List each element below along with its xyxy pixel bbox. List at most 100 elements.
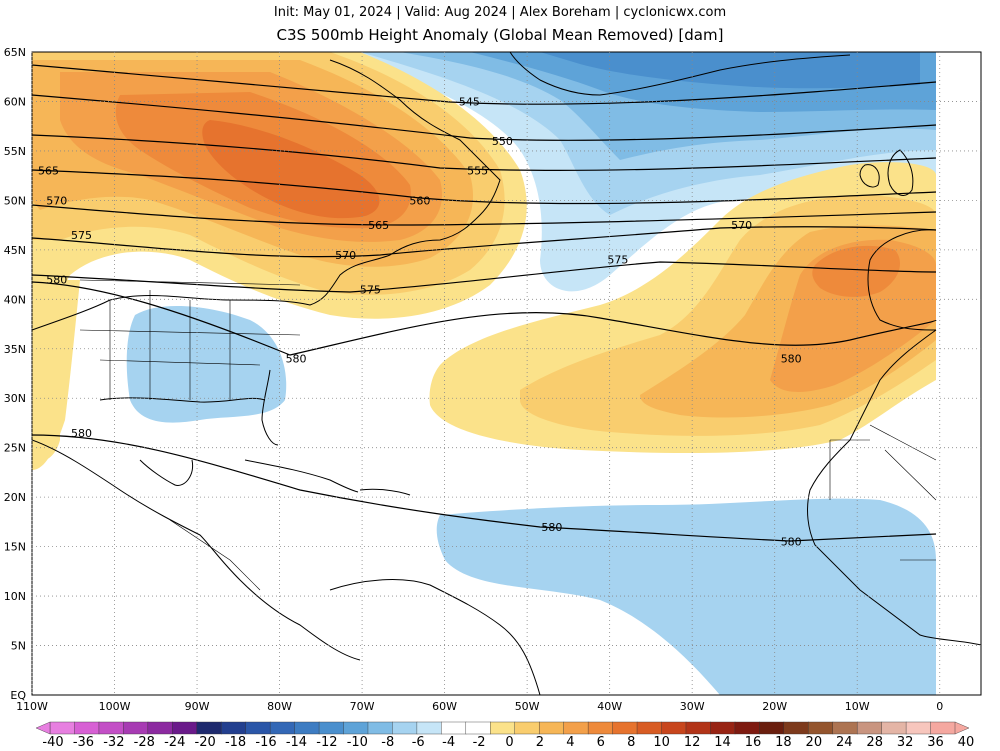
colorbar-label: -18 bbox=[225, 735, 246, 750]
colorbar-label: 6 bbox=[597, 735, 605, 750]
hispaniola bbox=[359, 488, 411, 496]
colorbar-swatch bbox=[759, 721, 785, 735]
colorbar-labels: -40 -36 -32 -28 -24 -20 -18 -16 -14 -12 -10 -8 -6 -4-… bbox=[42, 735, 974, 750]
ireland bbox=[859, 164, 880, 188]
colorbar-swatch bbox=[905, 721, 932, 735]
colorbar-swatch bbox=[98, 721, 124, 735]
contour-label: 545 bbox=[459, 95, 480, 108]
colorbar-swatch bbox=[221, 721, 247, 735]
yucatan bbox=[139, 459, 194, 486]
colorbar-label: -20 bbox=[195, 735, 216, 750]
lon-tick-label: 10W bbox=[845, 700, 870, 713]
north-america-east-coast bbox=[32, 59, 501, 331]
contour-label: 580 bbox=[781, 353, 802, 366]
colorbar-swatch bbox=[490, 721, 516, 735]
lat-tick-label: 20N bbox=[4, 491, 26, 504]
lat-tick-label: 60N bbox=[4, 95, 26, 108]
colorbar-swatch bbox=[808, 721, 834, 735]
africa-west-coast bbox=[807, 329, 981, 646]
colorbar-swatch bbox=[172, 721, 198, 735]
colorbar-label: -24 bbox=[164, 735, 185, 750]
colorbar-swatch bbox=[294, 721, 320, 735]
colorbar-label: 18 bbox=[775, 735, 792, 750]
colorbar-label: 14 bbox=[714, 735, 731, 750]
contour-label: 570 bbox=[335, 249, 356, 262]
colorbar-label: 16 bbox=[745, 735, 762, 750]
colorbar-swatch bbox=[832, 721, 858, 735]
colorbar-label: 20 bbox=[806, 735, 823, 750]
mexico-coast bbox=[32, 439, 361, 661]
colorbar-label: 28 bbox=[866, 735, 883, 750]
lon-tick-label: 20W bbox=[762, 700, 787, 713]
colorbar bbox=[35, 721, 970, 735]
colorbar-swatch bbox=[856, 721, 883, 735]
lon-tick-label: 30W bbox=[680, 700, 705, 713]
lon-tick-label: 50W bbox=[515, 700, 540, 713]
lon-tick-label: 60W bbox=[432, 700, 457, 713]
colorbar-label: 0 bbox=[505, 735, 513, 750]
contour-label: 575 bbox=[607, 254, 628, 267]
colorbar-swatch bbox=[123, 721, 149, 735]
colorbar-swatch bbox=[685, 721, 711, 735]
lat-tick-label: 10N bbox=[4, 590, 26, 603]
lat-tick-label: 45N bbox=[4, 244, 26, 257]
colorbar-swatch bbox=[269, 721, 296, 735]
contour-label: 580 bbox=[71, 427, 92, 440]
lon-tick-label: 100W bbox=[99, 700, 131, 713]
colorbar-label: 2 bbox=[536, 735, 544, 750]
colorbar-label: 10 bbox=[653, 735, 670, 750]
lat-tick-label: 65N bbox=[4, 46, 26, 59]
colorbar-label: -6 bbox=[412, 735, 425, 750]
colorbar-swatch bbox=[465, 721, 491, 735]
contour-580-north bbox=[32, 281, 937, 356]
plot-area bbox=[32, 52, 981, 695]
lat-tick-label: 55N bbox=[4, 145, 26, 158]
contour-label: 575 bbox=[360, 283, 381, 296]
neg-anomaly-greenland-core bbox=[540, 52, 920, 89]
greenland-coast bbox=[509, 52, 851, 96]
anomaly-shading bbox=[32, 52, 936, 695]
colorbar-swatch bbox=[930, 721, 956, 735]
contour-label: 580 bbox=[541, 521, 562, 534]
lat-tick-label: 50N bbox=[4, 194, 26, 207]
longitude-tick-labels: 110W 100W 90W 80W 70W 60W 50W 40W 30W 20W 10W 0 bbox=[16, 700, 943, 713]
colorbar-swatch bbox=[245, 721, 271, 735]
pos-anomaly-iberia-core bbox=[812, 245, 900, 297]
colorbar-swatch bbox=[612, 721, 638, 735]
contour-label: 570 bbox=[46, 194, 67, 207]
colorbar-swatch bbox=[318, 721, 345, 735]
contour-575 bbox=[32, 261, 937, 293]
pos-anomaly-southwest-edge bbox=[32, 280, 80, 470]
lat-tick-label: 35N bbox=[4, 343, 26, 356]
colorbar-swatch bbox=[441, 721, 467, 735]
iberia-coast bbox=[867, 229, 937, 331]
contour-545 bbox=[32, 64, 937, 105]
lat-tick-label: 25N bbox=[4, 442, 26, 455]
contour-580-south bbox=[32, 434, 937, 542]
colorbar-label: -32 bbox=[103, 735, 124, 750]
lon-tick-label: 0 bbox=[936, 700, 943, 713]
contour-550 bbox=[32, 94, 937, 141]
contour-label: 565 bbox=[368, 219, 389, 232]
florida-peninsula bbox=[261, 369, 279, 446]
colorbar-label: -2 bbox=[473, 735, 486, 750]
lon-tick-label: 90W bbox=[185, 700, 210, 713]
central-america-borders bbox=[169, 519, 261, 591]
contour-label: 580 bbox=[286, 353, 307, 366]
colorbar-label: -14 bbox=[286, 735, 307, 750]
colorbar-swatch bbox=[661, 721, 687, 735]
colorbar-swatch bbox=[367, 721, 393, 735]
colorbar-swatch bbox=[587, 721, 614, 735]
africa-borders bbox=[829, 424, 937, 561]
lat-tick-label: 40N bbox=[4, 293, 26, 306]
map-title: C3S 500mb Height Anomaly (Global Mean Re… bbox=[276, 26, 724, 44]
contour-565 bbox=[32, 204, 937, 226]
contour-555 bbox=[32, 134, 937, 171]
contour-570 bbox=[32, 226, 937, 258]
colorbar-swatch bbox=[196, 721, 222, 735]
lon-tick-label: 110W bbox=[16, 700, 48, 713]
colorbar-label: 36 bbox=[927, 735, 944, 750]
colorbar-swatch bbox=[783, 721, 809, 735]
contour-labels: 545 550 555 560 565 565 570 570 570 575 575 575 580 5… bbox=[38, 95, 802, 548]
colorbar-label: -8 bbox=[381, 735, 394, 750]
